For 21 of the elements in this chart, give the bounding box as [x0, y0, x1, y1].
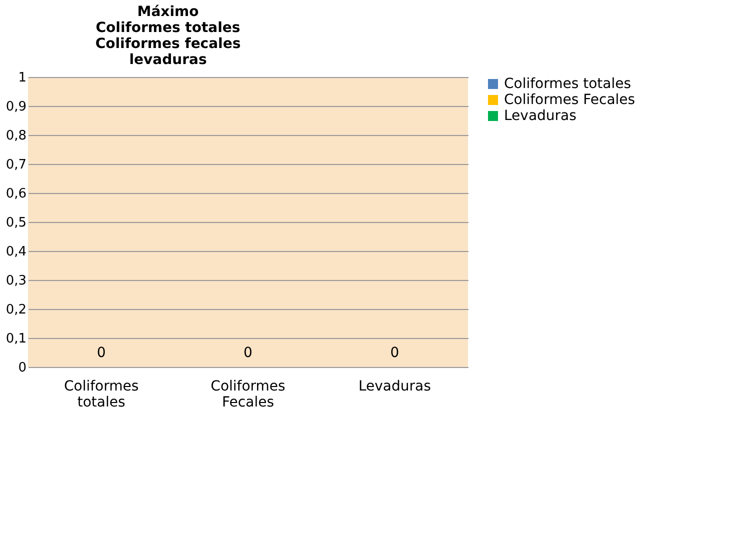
chart-title: Máximo Coliformes totales Coliformes fecales levaduras: [95, 4, 241, 68]
y-tick-label: 0,5: [6, 216, 26, 230]
data-label: 0: [96, 345, 106, 361]
x-tick-label: Coliformes Fecales: [210, 378, 286, 410]
y-tick-label: 0,4: [6, 244, 26, 260]
y-tick-label: 0,9: [6, 100, 26, 114]
x-tick-label: Coliformes totales: [64, 378, 139, 410]
y-tick-label: 0,1: [6, 332, 26, 346]
y-tick-label: 0: [18, 360, 26, 376]
y-tick-label: 0,8: [6, 128, 26, 144]
data-label: 0: [390, 345, 400, 361]
legend-label: Coliformes Fecales: [504, 92, 636, 108]
y-tick-label: 1: [18, 70, 26, 86]
legend-label: Levaduras: [504, 108, 576, 124]
y-tick-label: 0,6: [6, 186, 26, 202]
y-tick-label: 0,7: [6, 158, 26, 172]
data-label: 0: [244, 345, 252, 361]
x-tick-label: Levaduras: [358, 378, 431, 394]
y-tick-label: 0,2: [6, 302, 26, 318]
y-tick-label: 0,3: [6, 274, 26, 288]
legend-label: Coliformes totales: [504, 76, 632, 92]
